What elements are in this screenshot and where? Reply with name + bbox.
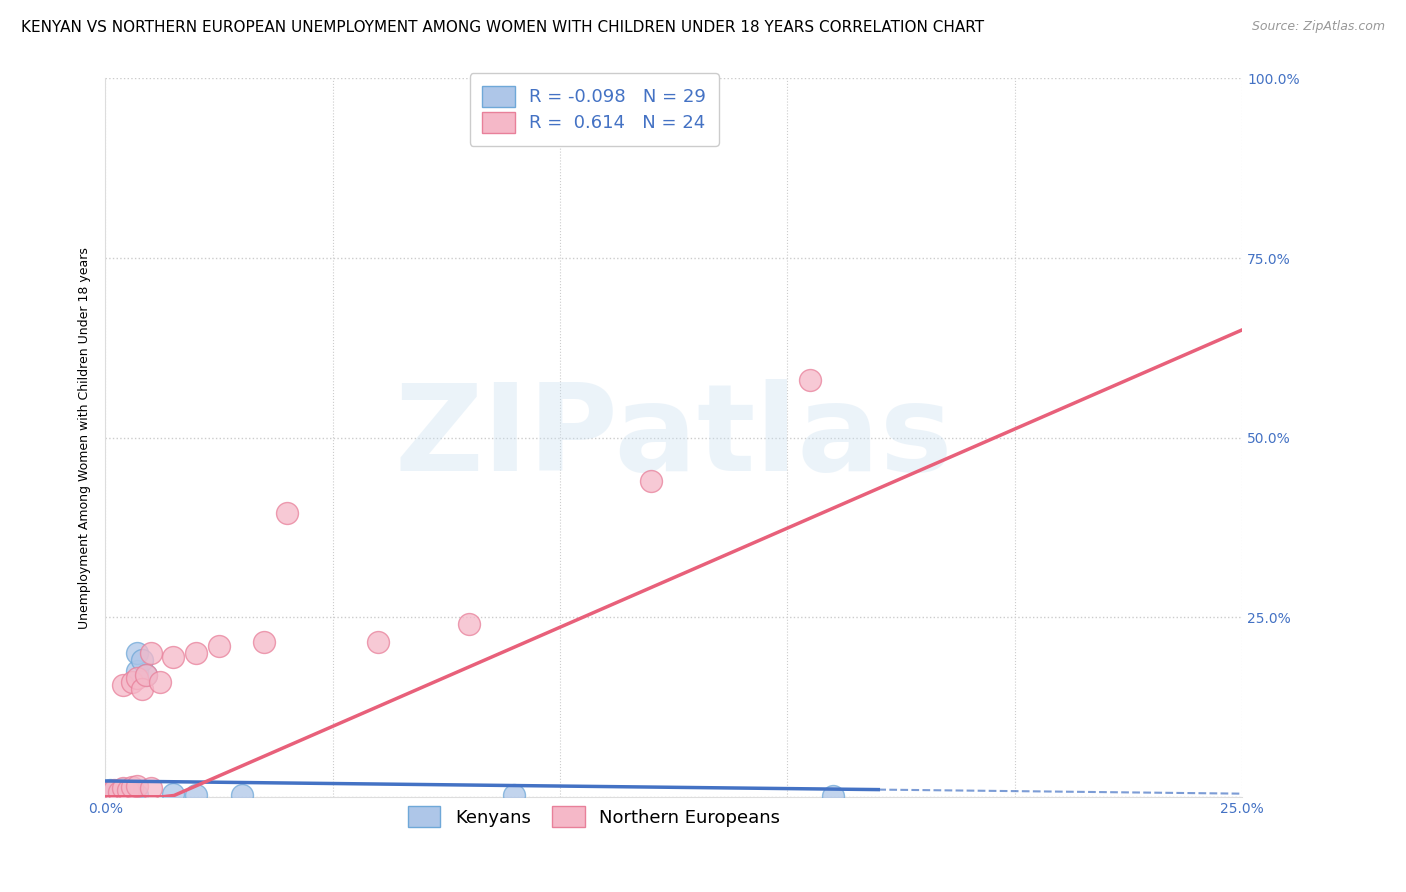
Text: ZIPatlas: ZIPatlas — [395, 379, 953, 496]
Point — [162, 787, 184, 801]
Point — [107, 789, 129, 803]
Point — [112, 786, 135, 800]
Point — [107, 782, 129, 797]
Point — [125, 664, 148, 678]
Point — [121, 780, 143, 795]
Point — [121, 785, 143, 799]
Point — [112, 781, 135, 796]
Point — [121, 674, 143, 689]
Point — [276, 506, 298, 520]
Point — [131, 681, 153, 696]
Point — [103, 788, 125, 802]
Point — [125, 646, 148, 660]
Point — [98, 787, 121, 801]
Point — [253, 635, 276, 649]
Point — [503, 789, 526, 803]
Point — [125, 779, 148, 793]
Point — [162, 649, 184, 664]
Legend: Kenyans, Northern Europeans: Kenyans, Northern Europeans — [401, 799, 787, 834]
Point — [112, 678, 135, 692]
Point — [98, 783, 121, 797]
Point — [107, 787, 129, 801]
Point — [125, 671, 148, 685]
Point — [107, 785, 129, 799]
Point — [98, 785, 121, 799]
Point — [98, 785, 121, 799]
Point — [107, 785, 129, 799]
Point — [184, 788, 207, 802]
Point — [112, 788, 135, 802]
Point — [112, 781, 135, 796]
Y-axis label: Unemployment Among Women with Children Under 18 years: Unemployment Among Women with Children U… — [79, 247, 91, 629]
Point — [121, 788, 143, 802]
Point — [149, 674, 172, 689]
Point — [135, 667, 157, 681]
Point — [103, 783, 125, 797]
Point — [458, 617, 481, 632]
Text: KENYAN VS NORTHERN EUROPEAN UNEMPLOYMENT AMONG WOMEN WITH CHILDREN UNDER 18 YEAR: KENYAN VS NORTHERN EUROPEAN UNEMPLOYMENT… — [21, 20, 984, 35]
Point — [103, 784, 125, 798]
Point — [640, 474, 662, 488]
Point — [117, 784, 139, 798]
Text: Source: ZipAtlas.com: Source: ZipAtlas.com — [1251, 20, 1385, 33]
Point — [231, 788, 253, 802]
Point — [139, 646, 162, 660]
Point — [821, 789, 844, 803]
Point — [367, 635, 389, 649]
Point — [799, 373, 821, 387]
Point — [112, 784, 135, 798]
Point — [208, 639, 231, 653]
Point — [117, 788, 139, 802]
Point — [184, 646, 207, 660]
Point — [117, 786, 139, 800]
Point — [139, 781, 162, 796]
Point — [135, 667, 157, 681]
Point — [117, 782, 139, 797]
Point — [125, 788, 148, 802]
Point — [103, 786, 125, 800]
Point — [131, 653, 153, 667]
